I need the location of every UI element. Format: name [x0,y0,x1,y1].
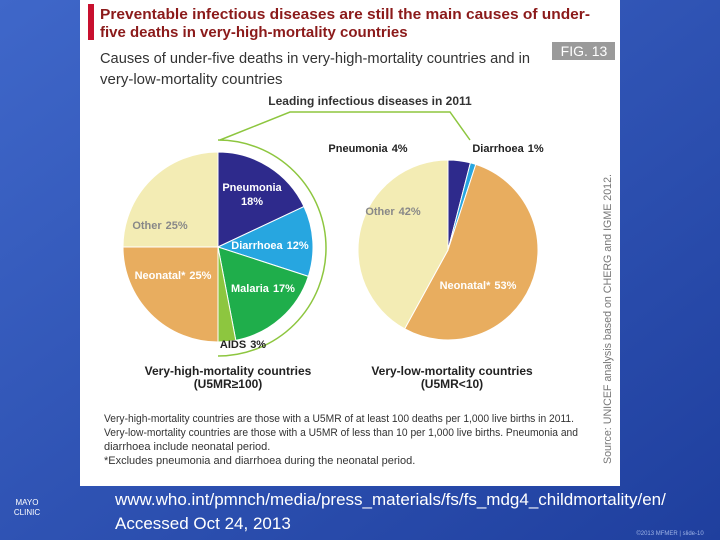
slice-name: Pneumonia [328,143,388,155]
figure-title: five deaths in very-high-mortality count… [100,24,408,41]
callout-arc [217,139,327,357]
logo: CLINIC [14,508,40,517]
charts: Pneumonia 18% Diarrhoea 12% Malaria 17% AIDS 3%… [122,143,544,391]
pie-slice [403,163,539,341]
pie-slice [216,205,314,277]
accessed: Accessed Oct 24, 2013 [115,514,291,533]
note: diarrhoea include neonatal period. [104,441,270,453]
pie-chart: Pneumonia 18% Diarrhoea 12% Malaria 17% AIDS 3%… [122,151,314,391]
pie-slice [122,246,219,343]
slice-label: Pneumonia 4% [328,143,407,155]
footer: ©2013 MFMER | slide-10 [636,530,704,537]
note: *Excludes pneumonia and diarrhoea during… [104,455,415,467]
slice-value: 3% [250,339,266,351]
slice-value: 4% [392,143,408,155]
slice-name: Other [365,206,395,218]
pie-title: (U5MR≥100) [194,377,263,391]
figure-title: Preventable infectious diseases are stil… [100,6,590,23]
note: Very-low-mortality countries are those w… [104,427,578,439]
slice-value: 12% [287,240,309,252]
slice-name: Other [132,220,162,232]
slice-label: Diarrhoea 12% [231,240,309,252]
slice-label: Malaria 17% [231,283,295,295]
url: www.who.int/pmnch/media/press_materials/… [114,490,666,509]
note: Very-high-mortality countries are those … [104,413,574,425]
source: Source: UNICEF analysis based on CHERG a… [602,174,614,464]
slice-label: Pneumonia 18% [222,182,282,208]
slice-label: Other 25% [132,220,188,232]
pie-slice [217,246,309,341]
slice-value: 25% [166,220,188,232]
figure-subtitle: very-low-mortality countries [100,71,283,88]
slice-name: Neonatal* [135,270,186,282]
callout-bracket [219,111,471,141]
slice-label: Diarrhoea 1% [472,143,543,155]
pie-title: Very-high-mortality countries [145,364,312,378]
slice-label: AIDS 3% [220,339,266,351]
slice-name: Malaria [231,283,270,295]
slice-label: Neonatal* 25% [135,270,212,282]
pie-slice [217,151,305,248]
figure-subtitle: Causes of under-five deaths in very-high… [100,50,530,67]
pie-chart: Pneumonia 4% Diarrhoea 1% Neonatal* 53% Other 4… [328,143,543,391]
callout: Leading infectious diseases in 2011 [268,94,472,108]
title-bar [88,4,94,40]
slice-value: 17% [273,283,295,295]
pie-slice [122,151,219,248]
pie-title: (U5MR<10) [421,377,483,391]
slice-label: Neonatal* 53% [440,280,517,292]
slice-value: 42% [399,206,421,218]
slice-value: 53% [494,280,516,292]
slice-name: AIDS [220,339,246,351]
slice-value: 18% [241,196,263,208]
slice-label: Other 42% [365,206,421,218]
slice-value: 1% [528,143,544,155]
slice-name: Diarrhoea [231,240,283,252]
slice-name: Diarrhoea [472,143,524,155]
slice-name: Pneumonia [222,182,282,194]
slice-name: Neonatal* [440,280,491,292]
pie-slice [357,159,449,330]
slice-value: 25% [189,270,211,282]
logo: MAYO [16,498,39,507]
figure-label: FIG. 13 [561,43,608,59]
pie-title: Very-low-mortality countries [371,364,533,378]
figure-label-box [552,42,615,60]
